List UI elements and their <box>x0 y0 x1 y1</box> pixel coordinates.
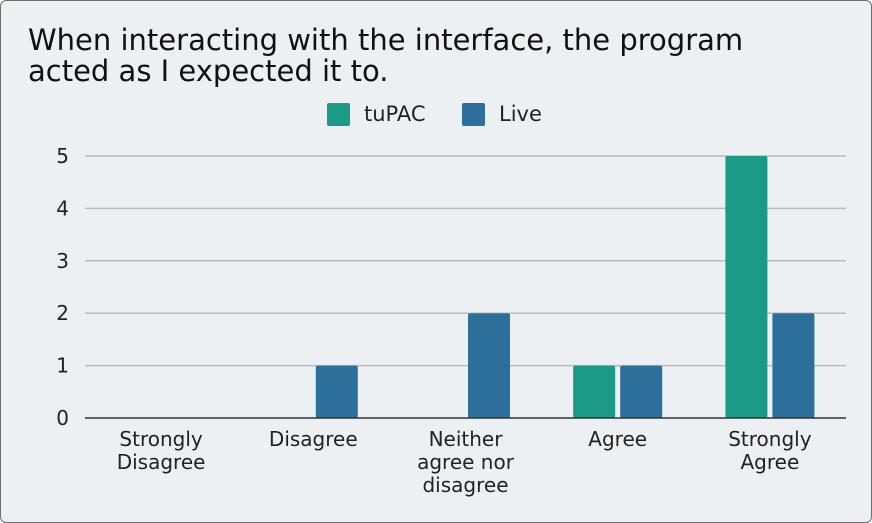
y-tick-label-1: 1 <box>56 354 69 378</box>
legend-swatch-tupac <box>327 103 350 126</box>
x-tick-label-3: Agree <box>588 427 647 451</box>
bar-live-3 <box>620 365 663 418</box>
bar-live-2 <box>468 313 510 418</box>
x-tick-label-2: Neither agree nor disagree <box>417 427 515 497</box>
y-tick-label-2: 2 <box>56 301 69 325</box>
bar-tupac-3 <box>573 365 616 418</box>
x-tick-label-1: Disagree <box>269 427 358 451</box>
y-tick-label-0: 0 <box>56 406 69 430</box>
legend-swatch-live <box>462 103 485 126</box>
x-tick-label-4: Strongly Agree <box>728 427 811 474</box>
y-tick-label-4: 4 <box>56 196 69 220</box>
bar-live-4 <box>772 313 815 418</box>
y-tick-label-3: 3 <box>56 249 69 273</box>
y-tick-label-5: 5 <box>56 144 69 168</box>
legend-label-tupac: tuPAC <box>364 102 426 126</box>
x-tick-label-0: Strongly Disagree <box>117 427 206 474</box>
bar-live-1 <box>315 365 358 418</box>
chart-title: When interacting with the interface, the… <box>28 23 744 88</box>
legend-label-live: Live <box>499 102 542 126</box>
bar-tupac-4 <box>725 156 768 418</box>
